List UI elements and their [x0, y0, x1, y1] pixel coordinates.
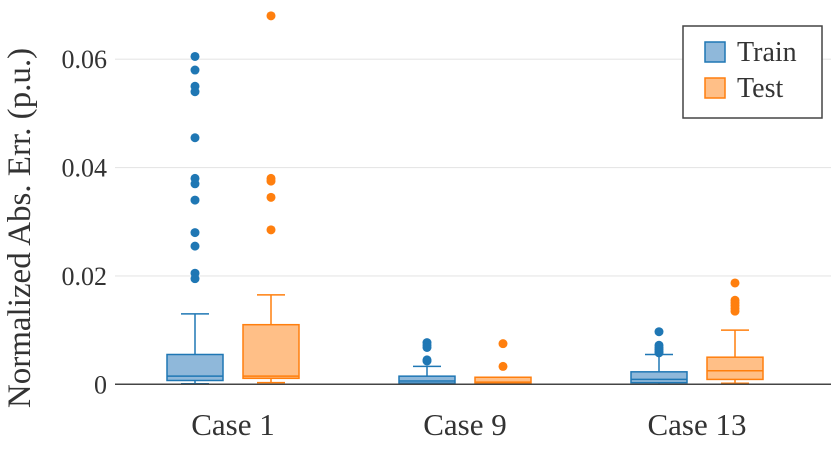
outlier-point [422, 356, 432, 366]
category-labels: Case 1 Case 9 Case 13 [191, 407, 746, 442]
box-train-0 [166, 51, 224, 385]
iqr-box [242, 323, 300, 380]
outlier-point [190, 274, 200, 284]
outlier-point [730, 278, 740, 288]
box-train-1 [398, 338, 456, 386]
y-axis-label: Normalized Abs. Err. (p.u.) [2, 48, 38, 408]
outlier-point [266, 192, 276, 202]
y-tick-label: 0.04 [62, 154, 108, 183]
legend-swatch-test [704, 77, 726, 99]
series-test [242, 11, 764, 386]
legend-label-test: Test [737, 73, 783, 104]
outlier-point [190, 51, 200, 61]
outlier-point [654, 327, 664, 337]
iqr-box [474, 376, 532, 384]
outlier-point [190, 241, 200, 251]
box-test-0 [242, 11, 300, 384]
box-test-1 [474, 339, 532, 386]
category-label: Case 13 [647, 407, 746, 442]
box-test-2 [706, 278, 764, 384]
outlier-point [266, 11, 276, 21]
y-tick-label: 0.02 [62, 262, 108, 291]
outlier-point [190, 65, 200, 75]
outlier-point [190, 228, 200, 238]
y-tick-labels: 0 0.02 0.04 0.06 [62, 45, 108, 399]
outlier-point [266, 225, 276, 235]
outlier-point [190, 87, 200, 97]
iqr-box [706, 356, 764, 381]
outlier-point [730, 306, 740, 316]
outlier-point [422, 342, 432, 352]
series-boxes [166, 11, 764, 386]
box-train-2 [630, 327, 688, 386]
outlier-point [498, 361, 508, 371]
outlier-point [266, 176, 276, 186]
legend-swatch-train [704, 41, 726, 63]
outlier-point [498, 339, 508, 349]
iqr-box [630, 371, 688, 384]
category-label: Case 9 [423, 407, 507, 442]
series-train [166, 51, 688, 386]
outlier-point [190, 179, 200, 189]
iqr-box [398, 375, 456, 384]
legend: Train Test [682, 25, 823, 119]
outlier-point [190, 133, 200, 143]
outlier-point [654, 348, 664, 358]
outlier-point [190, 195, 200, 205]
y-tick-label: 0.06 [62, 45, 108, 74]
legend-label-train: Train [737, 37, 797, 68]
category-label: Case 1 [191, 407, 275, 442]
y-tick-label: 0 [94, 370, 107, 399]
